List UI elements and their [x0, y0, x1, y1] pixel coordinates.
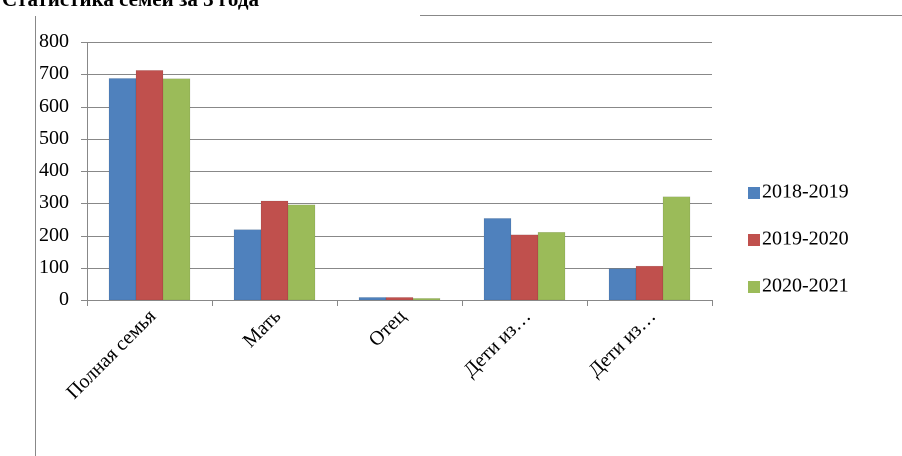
bar: [412, 298, 441, 301]
bar: [483, 218, 512, 301]
y-tick-label: 400: [39, 159, 69, 181]
bar: [233, 229, 262, 301]
legend-swatch: [748, 281, 760, 293]
bar: [358, 297, 387, 301]
y-tick-label: 700: [39, 62, 69, 84]
bar: [287, 204, 316, 301]
bar: [537, 232, 566, 301]
legend-swatch: [748, 187, 760, 199]
y-tick-label: 100: [39, 256, 69, 278]
bar: [260, 200, 289, 301]
bar: [510, 234, 539, 301]
bar: [108, 78, 137, 301]
chart-title: Статистика семей за 3 года: [2, 0, 259, 11]
title-bg: [0, 0, 420, 16]
bar: [162, 78, 191, 301]
legend-label: 2018-2019: [762, 181, 849, 203]
bar: [662, 196, 691, 301]
y-tick-label: 500: [39, 127, 69, 149]
y-tick-label: 0: [59, 288, 69, 310]
legend-label: 2020-2021: [762, 275, 849, 297]
bar: [635, 265, 664, 301]
y-tick-label: 200: [39, 224, 69, 246]
y-tick-label: 300: [39, 191, 69, 213]
bar: [135, 70, 164, 301]
bar: [385, 297, 414, 301]
bar: [608, 268, 637, 301]
y-tick-label: 800: [39, 30, 69, 52]
y-tick-label: 600: [39, 95, 69, 117]
legend-label: 2019-2020: [762, 228, 849, 250]
legend-swatch: [748, 234, 760, 246]
